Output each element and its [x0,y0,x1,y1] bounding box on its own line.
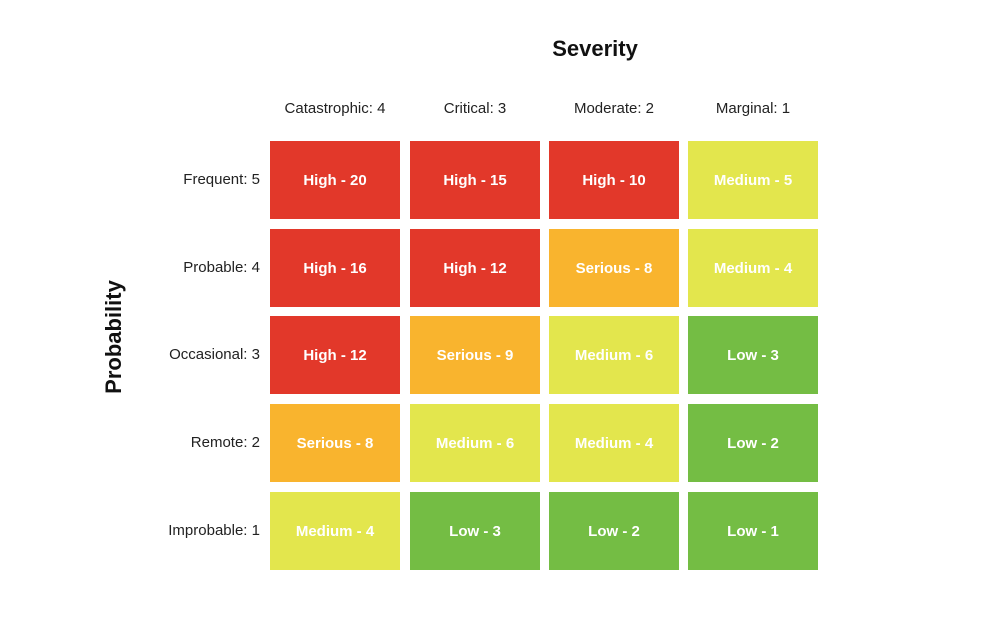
row-header: Frequent: 5 [183,171,260,188]
risk-cell-serious: Serious - 9 [410,316,540,394]
row-header: Improbable: 1 [168,522,260,539]
risk-cell-high: High - 16 [270,229,400,307]
column-header: Critical: 3 [443,100,507,117]
risk-cell-medium: Medium - 4 [549,404,679,482]
risk-cell-medium: Medium - 5 [688,141,818,219]
row-header: Probable: 4 [183,259,260,276]
risk-cell-low: Low - 2 [688,404,818,482]
risk-cell-low: Low - 1 [688,492,818,570]
column-header: Moderate: 2 [573,100,655,117]
risk-cell-high: High - 15 [410,141,540,219]
risk-cell-low: Low - 3 [688,316,818,394]
probability-title: Probability [101,280,126,394]
row-header: Remote: 2 [190,434,260,451]
risk-cell-medium: Medium - 4 [688,229,818,307]
risk-cell-low: Low - 2 [549,492,679,570]
risk-cell-low: Low - 3 [410,492,540,570]
risk-cell-high: High - 12 [410,229,540,307]
severity-title: Severity [552,36,638,61]
risk-cell-high: High - 10 [549,141,679,219]
risk-cell-medium: Medium - 4 [270,492,400,570]
risk-cell-high: High - 12 [270,316,400,394]
risk-cell-medium: Medium - 6 [549,316,679,394]
column-header: Marginal: 1 [715,100,791,117]
column-header: Catastrophic: 4 [284,100,386,117]
risk-cell-medium: Medium - 6 [410,404,540,482]
row-header: Occasional: 3 [169,346,260,363]
risk-cell-serious: Serious - 8 [270,404,400,482]
risk-cell-high: High - 20 [270,141,400,219]
risk-cell-serious: Serious - 8 [549,229,679,307]
